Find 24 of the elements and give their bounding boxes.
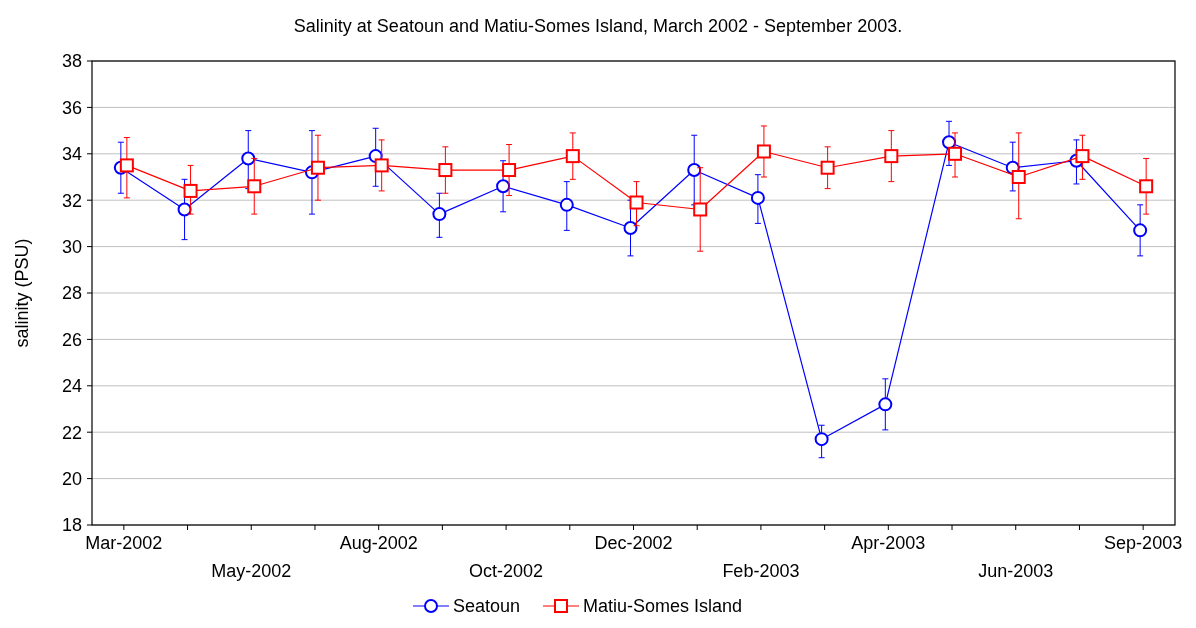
x-tick-label: Dec-2002 xyxy=(594,533,673,553)
x-tick-label: May-2002 xyxy=(211,561,292,581)
y-tick-label: 20 xyxy=(61,468,82,489)
x-tick-label: Jun-2003 xyxy=(978,561,1054,581)
y-tick-label: 28 xyxy=(61,283,82,304)
y-tick-label: 18 xyxy=(61,515,82,536)
y-tick-label: 30 xyxy=(61,236,82,257)
legend-label: Matiu-Somes Island xyxy=(583,596,743,616)
x-tick-label: Mar-2002 xyxy=(85,533,163,553)
y-tick-label: 32 xyxy=(61,190,82,211)
x-tick-label: Oct-2002 xyxy=(469,561,544,581)
y-axis-title: salinity (PSU) xyxy=(12,238,32,348)
y-tick-label: 26 xyxy=(61,329,82,350)
legend-label: Seatoun xyxy=(453,596,521,616)
y-tick-label: 24 xyxy=(61,376,82,397)
x-tick-label: Aug-2002 xyxy=(339,533,418,553)
y-tick-label: 36 xyxy=(61,97,82,118)
y-tick-label: 38 xyxy=(61,51,82,72)
chart-title: Salinity at Seatoun and Matiu-Somes Island, March 2002 - September 2003. xyxy=(293,16,903,36)
x-tick-label: Apr-2003 xyxy=(851,533,926,553)
y-tick-label: 34 xyxy=(61,144,82,165)
y-tick-label: 22 xyxy=(61,422,82,443)
x-tick-label: Feb-2003 xyxy=(722,561,800,581)
x-tick-label: Sep-2003 xyxy=(1104,533,1183,553)
